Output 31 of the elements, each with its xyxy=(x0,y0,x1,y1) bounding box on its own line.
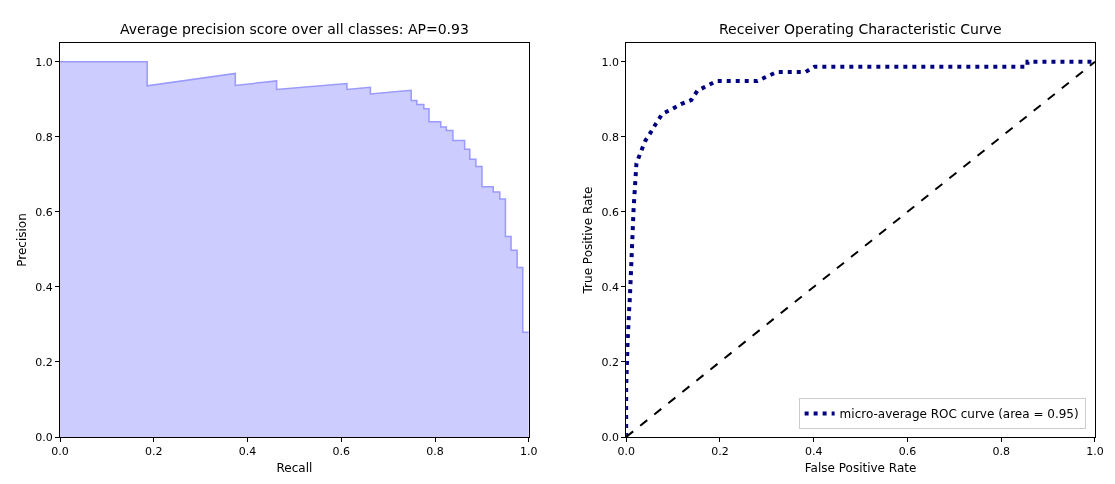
y-tick-label: 0.0 xyxy=(35,430,53,444)
x-tick-label: 0.2 xyxy=(145,445,163,459)
y-tick-label: 0.4 xyxy=(35,280,53,294)
x-tick-label: 0.6 xyxy=(898,445,917,459)
y-tick-label: 1.0 xyxy=(601,55,619,69)
y-tick-label: 0.0 xyxy=(601,430,619,444)
x-tick-label: 0.2 xyxy=(711,445,729,459)
x-tick-label: 1.0 xyxy=(1086,445,1104,459)
x-tick-label: 0.8 xyxy=(992,445,1010,459)
y-tick-label: 0.2 xyxy=(601,355,619,369)
y-axis-title: Precision xyxy=(14,213,29,267)
x-tick-label: 0.4 xyxy=(804,445,823,459)
y-tick-label: 0.6 xyxy=(35,205,53,219)
legend-label: micro-average ROC curve (area = 0.95) xyxy=(839,407,1079,422)
y-tick-label: 0.8 xyxy=(601,130,619,144)
y-axis-title: True Positive Rate xyxy=(580,186,595,295)
x-tick-label: 1.0 xyxy=(520,445,538,459)
x-tick-label: 0.4 xyxy=(238,445,257,459)
chart-title: Average precision score over all classes: AP=0.93 xyxy=(120,21,469,37)
x-tick-label: 0.6 xyxy=(332,445,351,459)
x-axis-title: False Positive Rate xyxy=(804,461,917,476)
x-axis-title: Recall xyxy=(276,461,313,476)
chart-title: Receiver Operating Characteristic Curve xyxy=(719,21,1002,37)
x-tick-label: 0.0 xyxy=(51,445,69,459)
y-tick-label: 0.4 xyxy=(601,280,619,294)
y-tick-label: 0.6 xyxy=(601,205,619,219)
y-tick-label: 1.0 xyxy=(35,55,53,69)
y-tick-label: 0.8 xyxy=(35,130,53,144)
x-tick-label: 0.0 xyxy=(617,445,635,459)
y-tick-label: 0.2 xyxy=(35,355,53,369)
x-tick-label: 0.8 xyxy=(426,445,444,459)
